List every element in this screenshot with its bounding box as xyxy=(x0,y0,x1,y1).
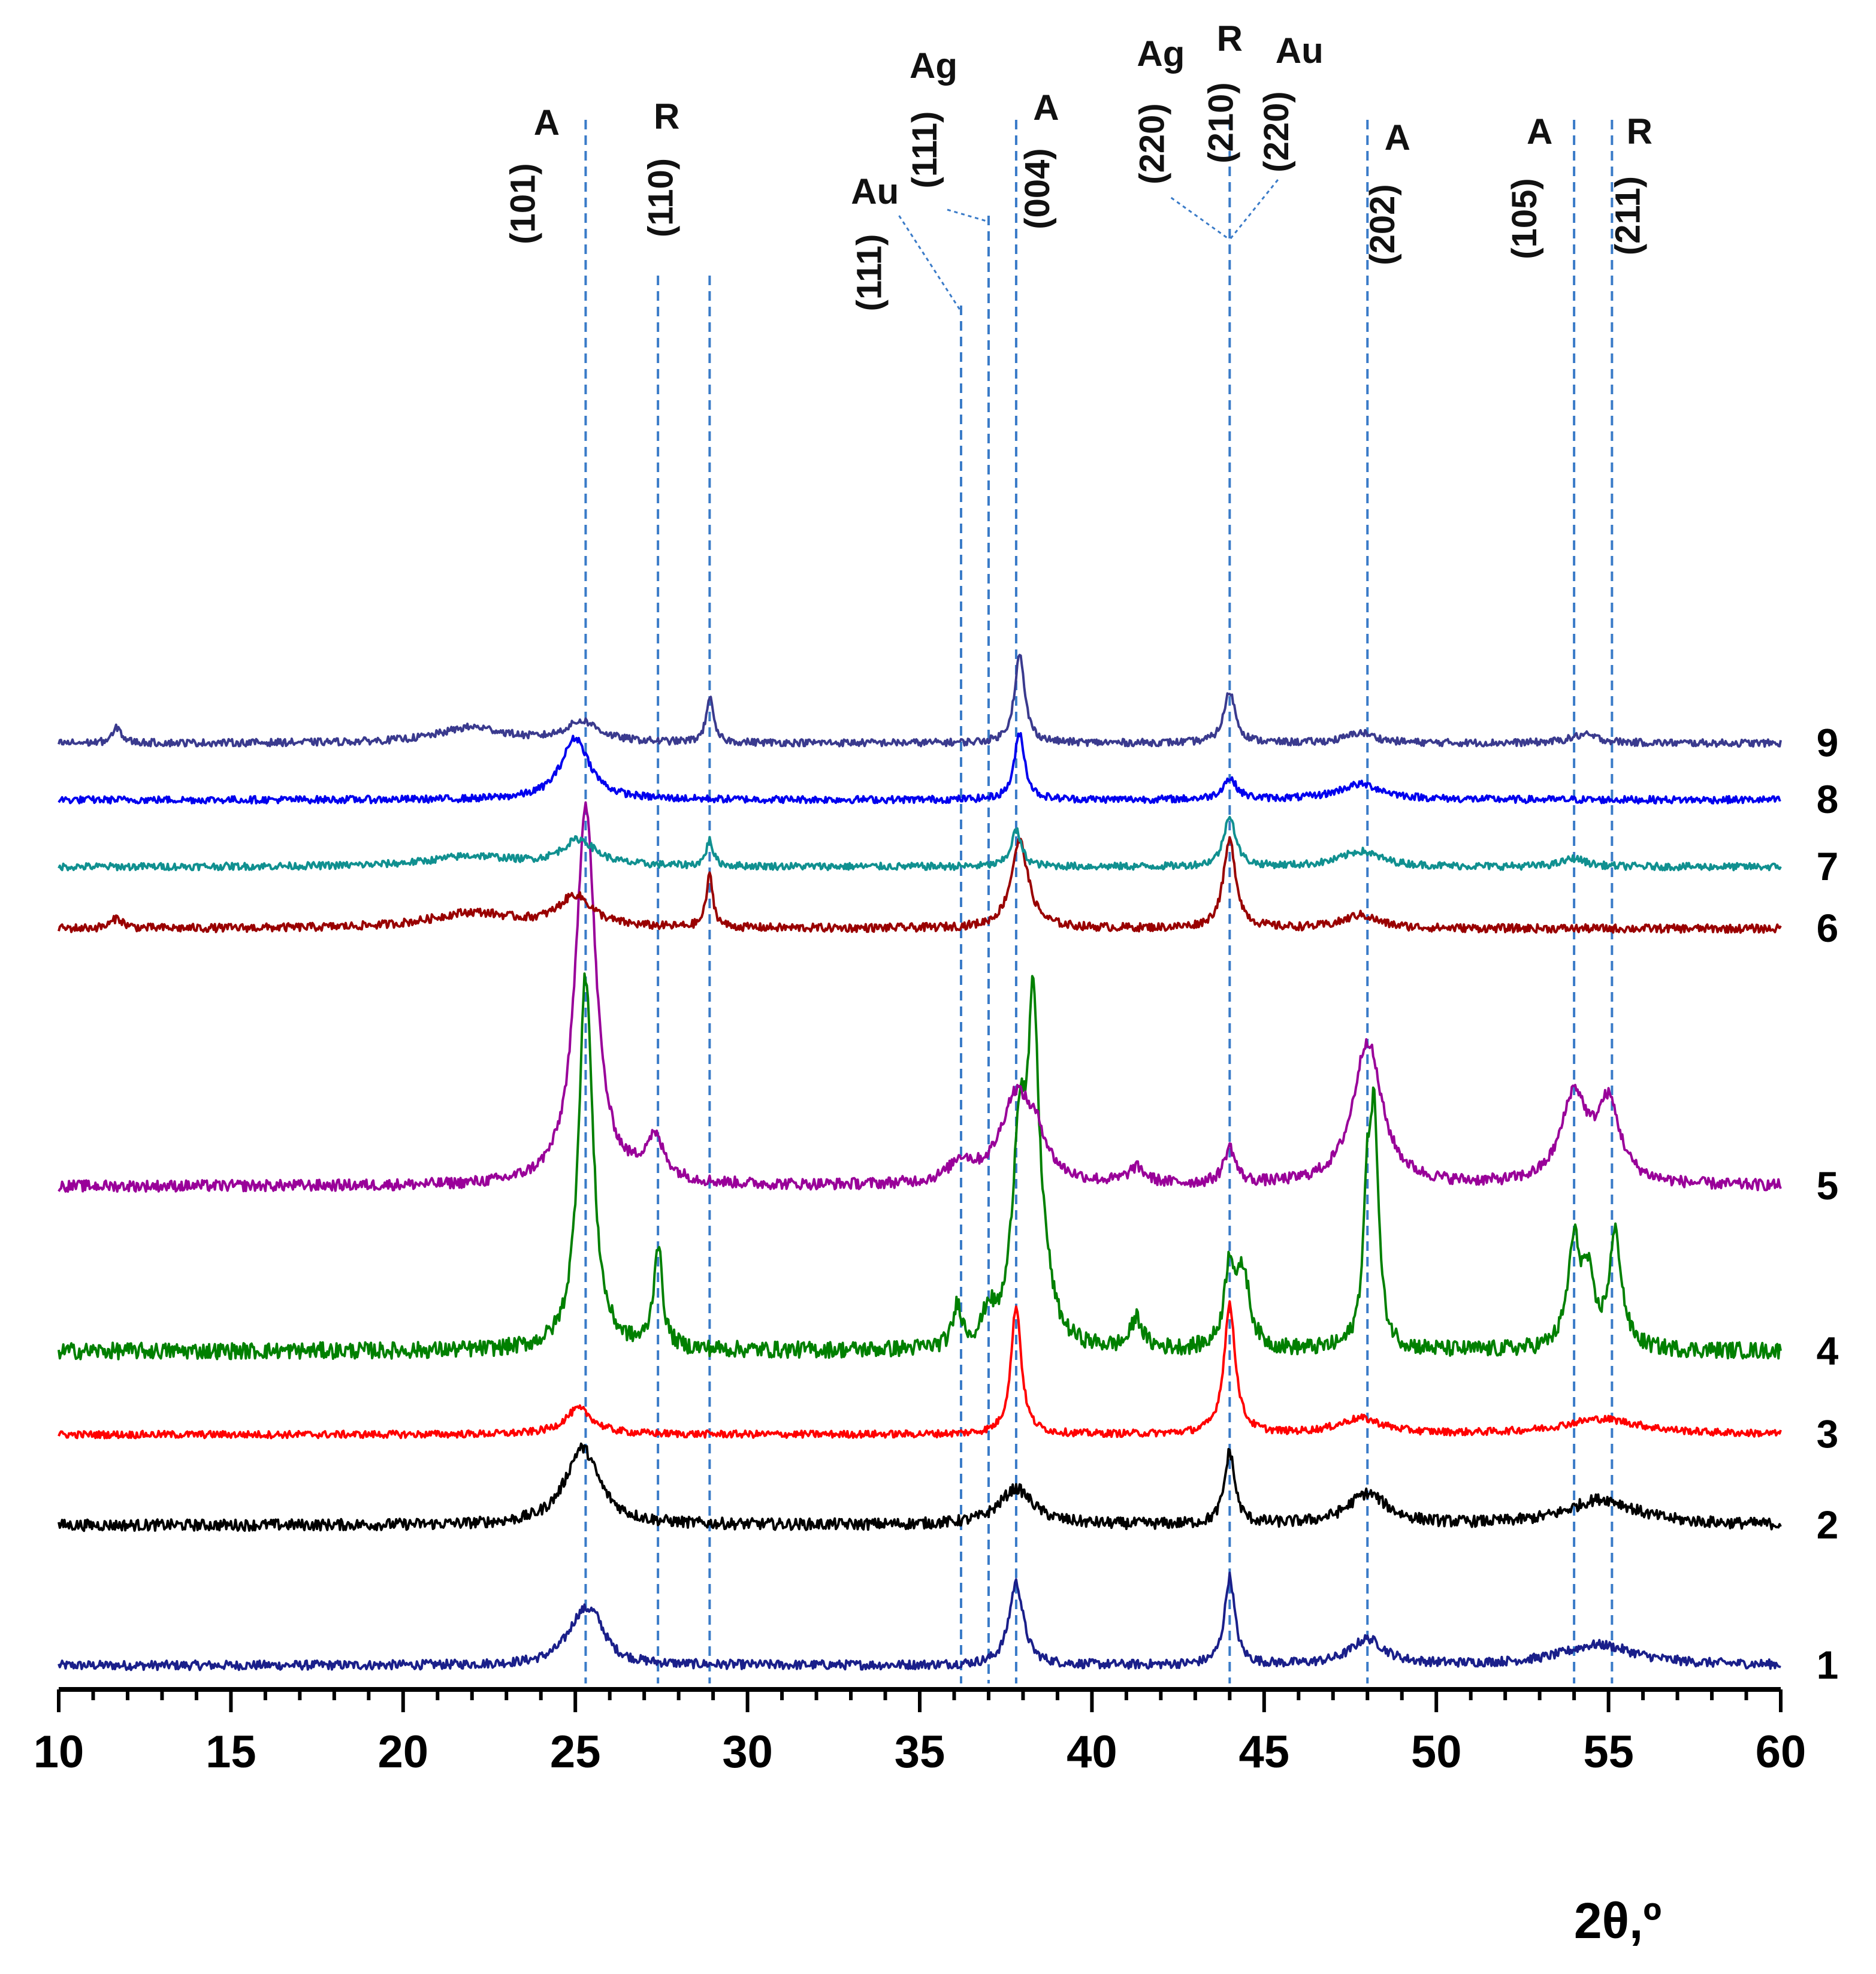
x-tick-label: 15 xyxy=(206,1727,256,1777)
phase-label: R xyxy=(654,96,679,137)
series-2-trace xyxy=(58,1442,1782,1532)
x-tick-label: 45 xyxy=(1239,1727,1290,1777)
leader-line xyxy=(1229,179,1279,240)
series-8-trace xyxy=(58,731,1781,805)
series-4-trace xyxy=(58,972,1782,1361)
miller-index-label: (211) xyxy=(1608,176,1647,255)
miller-index-label: (202) xyxy=(1363,184,1402,265)
phase-label: Ag xyxy=(910,46,957,86)
x-tick-label: 30 xyxy=(722,1727,773,1777)
series-9-label: 9 xyxy=(1817,721,1839,765)
x-axis: 10 15 20 25 30 35 40 45 50 55 60 xyxy=(34,1687,1806,1777)
x-tick-label: 40 xyxy=(1067,1727,1117,1777)
phase-label: A xyxy=(1033,87,1059,128)
x-tick-label: 60 xyxy=(1756,1727,1806,1777)
x-axis-title: 2θ,º xyxy=(1574,1893,1661,1949)
series-1-trace xyxy=(58,1571,1781,1671)
series-9-trace xyxy=(58,654,1782,748)
miller-index-label: (210) xyxy=(1201,82,1240,163)
phase-label: Ag xyxy=(1137,34,1185,74)
miller-index-label: (101) xyxy=(503,163,542,244)
miller-index-label: (004) xyxy=(1018,148,1057,229)
phase-label: R xyxy=(1627,111,1653,152)
leader-line xyxy=(898,215,962,312)
series-1-label: 1 xyxy=(1817,1643,1839,1687)
x-tick-label: 55 xyxy=(1583,1727,1634,1777)
x-tick-label: 50 xyxy=(1411,1727,1462,1777)
x-tick-label: 35 xyxy=(895,1727,945,1777)
phase-label: A xyxy=(1385,117,1410,158)
reference-lines xyxy=(584,120,1614,1683)
series-6-trace xyxy=(58,836,1782,934)
miller-index-label: (111) xyxy=(850,234,889,312)
x-tick-label: 10 xyxy=(34,1727,84,1777)
series-7-label: 7 xyxy=(1817,844,1839,888)
leader-line xyxy=(1170,197,1231,241)
miller-index-label: (110) xyxy=(642,158,681,237)
miller-index-label: (111) xyxy=(905,111,944,189)
x-tick-label: 25 xyxy=(550,1727,601,1777)
phase-label: Au xyxy=(851,171,899,211)
phase-label: A xyxy=(534,102,560,143)
series-5-label: 5 xyxy=(1817,1163,1839,1208)
leader-line xyxy=(947,208,989,223)
series-5-trace xyxy=(58,801,1782,1193)
series-6-label: 6 xyxy=(1817,906,1839,950)
phase-label: R xyxy=(1217,19,1243,59)
series-4-label: 4 xyxy=(1817,1328,1839,1373)
series-8-label: 8 xyxy=(1817,777,1839,821)
diffraction-patterns: 1 2 3 4 5 6 7 8 9 xyxy=(58,654,1839,1687)
peak-annotations: A(101)R(110) Au(111)Ag(111)A(004)Ag(220)R… xyxy=(503,19,1653,312)
miller-index-label: (105) xyxy=(1505,178,1544,259)
series-3-trace xyxy=(58,1300,1782,1440)
x-tick-label: 20 xyxy=(378,1727,429,1777)
miller-index-label: (220) xyxy=(1257,91,1296,172)
phase-label: Au xyxy=(1276,31,1324,71)
miller-index-label: (220) xyxy=(1132,103,1171,184)
series-3-label: 3 xyxy=(1817,1412,1839,1456)
series-7-trace xyxy=(58,815,1782,872)
phase-label: A xyxy=(1527,111,1552,152)
series-2-label: 2 xyxy=(1817,1503,1839,1547)
